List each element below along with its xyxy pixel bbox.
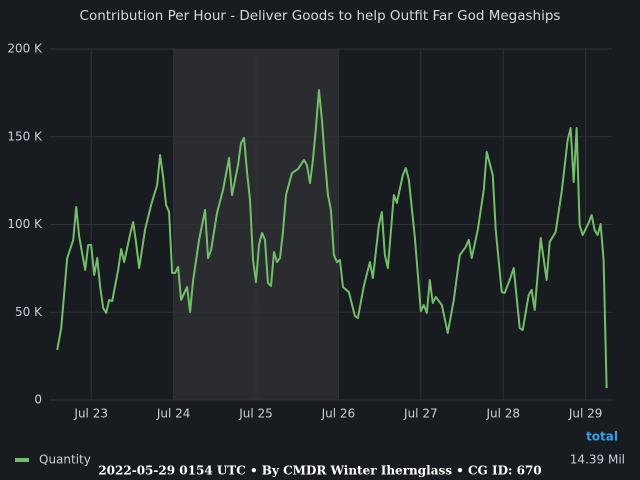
- y-tick-label: 50 K: [15, 305, 43, 319]
- legend-header[interactable]: total: [586, 430, 618, 444]
- y-tick-label: 150 K: [7, 129, 43, 143]
- x-tick-label: Jul 27: [403, 407, 438, 421]
- chart-title: Contribution Per Hour - Deliver Goods to…: [80, 8, 561, 24]
- footer: 2022-05-29 0154 UTC • By CMDR Winter Ihe…: [98, 464, 541, 478]
- x-tick-label: Jul 23: [73, 407, 108, 421]
- series-line: [56, 89, 608, 389]
- x-tick-label: Jul 28: [485, 407, 520, 421]
- x-tick-label: Jul 26: [321, 407, 356, 421]
- x-tick-label: Jul 25: [238, 407, 273, 421]
- y-tick-label: 100 K: [7, 217, 43, 231]
- x-tick-label: Jul 29: [568, 407, 603, 421]
- x-tick-label: Jul 24: [156, 407, 191, 421]
- y-tick-label: 0: [34, 393, 42, 407]
- legend-total: 14.39 Mil: [570, 453, 625, 467]
- y-tick-label: 200 K: [7, 42, 43, 56]
- legend-label[interactable]: Quantity: [39, 453, 91, 467]
